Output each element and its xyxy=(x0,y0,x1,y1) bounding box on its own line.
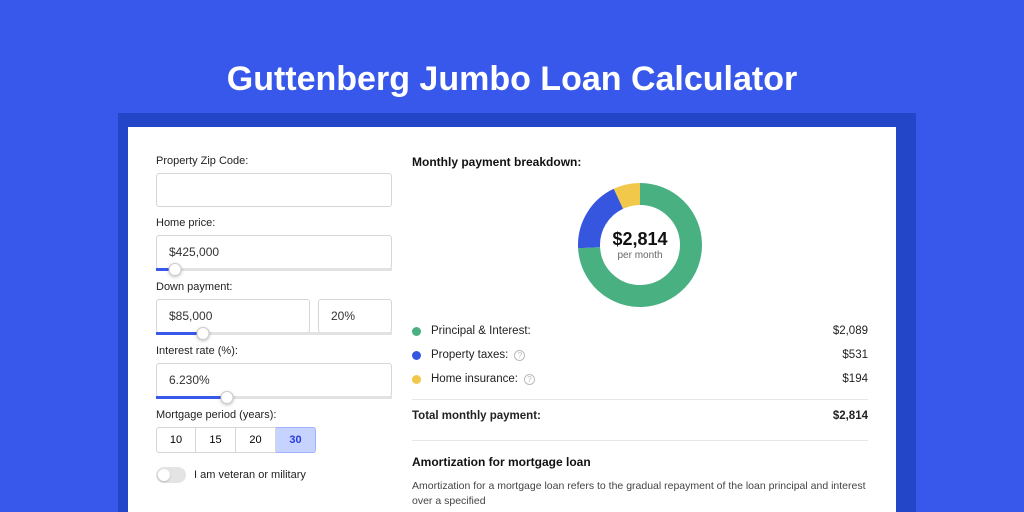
interest-rate-slider-fill xyxy=(156,396,227,399)
down-payment-slider-thumb[interactable] xyxy=(197,327,210,340)
form-column: Property Zip Code: Home price: Down paym… xyxy=(128,127,398,512)
legend-value: $194 xyxy=(842,373,868,385)
down-payment-amount-input[interactable] xyxy=(156,299,310,333)
interest-rate-input[interactable] xyxy=(156,363,392,397)
down-payment-percent-input[interactable] xyxy=(318,299,392,333)
home-price-label: Home price: xyxy=(156,217,398,229)
legend-value: $2,089 xyxy=(833,325,868,337)
down-payment-field: Down payment: xyxy=(156,281,398,335)
donut-wrap: $2,814 per month xyxy=(412,183,868,307)
info-icon[interactable]: ? xyxy=(514,350,525,361)
home-price-slider-thumb[interactable] xyxy=(168,263,181,276)
period-button-30[interactable]: 30 xyxy=(276,427,316,453)
legend-total-row: Total monthly payment: $2,814 xyxy=(412,399,868,422)
legend-row: Property taxes:? $531 xyxy=(412,349,868,361)
legend-dot xyxy=(412,351,421,360)
breakdown-legend: Principal & Interest: $2,089 Property taxe… xyxy=(412,325,868,422)
veteran-label: I am veteran or military xyxy=(194,469,306,481)
legend-row: Home insurance:? $194 xyxy=(412,373,868,385)
legend-row: Principal & Interest: $2,089 xyxy=(412,325,868,337)
down-payment-slider[interactable] xyxy=(156,332,392,335)
donut-center-sub: per month xyxy=(617,250,662,261)
info-icon[interactable]: ? xyxy=(524,374,535,385)
veteran-toggle-knob xyxy=(158,469,170,481)
amortization-text: Amortization for a mortgage loan refers … xyxy=(412,479,868,508)
amortization-heading: Amortization for mortgage loan xyxy=(412,455,868,469)
interest-rate-slider-thumb[interactable] xyxy=(220,391,233,404)
period-label: Mortgage period (years): xyxy=(156,409,398,421)
legend-total-label: Total monthly payment: xyxy=(412,410,541,422)
zip-field: Property Zip Code: xyxy=(156,155,398,207)
zip-input[interactable] xyxy=(156,173,392,207)
home-price-slider[interactable] xyxy=(156,268,392,271)
page-title: Guttenberg Jumbo Loan Calculator xyxy=(0,60,1024,99)
legend-label: Principal & Interest: xyxy=(431,325,531,337)
down-payment-label: Down payment: xyxy=(156,281,398,293)
home-price-field: Home price: xyxy=(156,217,398,271)
period-button-group: 10152030 xyxy=(156,427,398,453)
period-button-10[interactable]: 10 xyxy=(156,427,196,453)
period-button-15[interactable]: 15 xyxy=(196,427,236,453)
legend-dot xyxy=(412,327,421,336)
interest-rate-label: Interest rate (%): xyxy=(156,345,398,357)
veteran-toggle[interactable] xyxy=(156,467,186,483)
calculator-panel: Property Zip Code: Home price: Down paym… xyxy=(128,127,896,512)
period-field: Mortgage period (years): 10152030 xyxy=(156,409,398,453)
legend-total-value: $2,814 xyxy=(833,410,868,422)
legend-value: $531 xyxy=(842,349,868,361)
zip-label: Property Zip Code: xyxy=(156,155,398,167)
interest-rate-field: Interest rate (%): xyxy=(156,345,398,399)
period-button-20[interactable]: 20 xyxy=(236,427,276,453)
veteran-row: I am veteran or military xyxy=(156,467,398,483)
donut-center-value: $2,814 xyxy=(612,229,667,250)
interest-rate-slider[interactable] xyxy=(156,396,392,399)
legend-label: Property taxes: xyxy=(431,349,508,361)
breakdown-column: Monthly payment breakdown: $2,814 per mo… xyxy=(398,127,896,512)
breakdown-title: Monthly payment breakdown: xyxy=(412,155,868,169)
amortization-section: Amortization for mortgage loan Amortizat… xyxy=(412,440,868,508)
donut-center: $2,814 per month xyxy=(578,183,702,307)
legend-dot xyxy=(412,375,421,384)
home-price-input[interactable] xyxy=(156,235,392,269)
legend-label: Home insurance: xyxy=(431,373,518,385)
payment-donut-chart: $2,814 per month xyxy=(578,183,702,307)
